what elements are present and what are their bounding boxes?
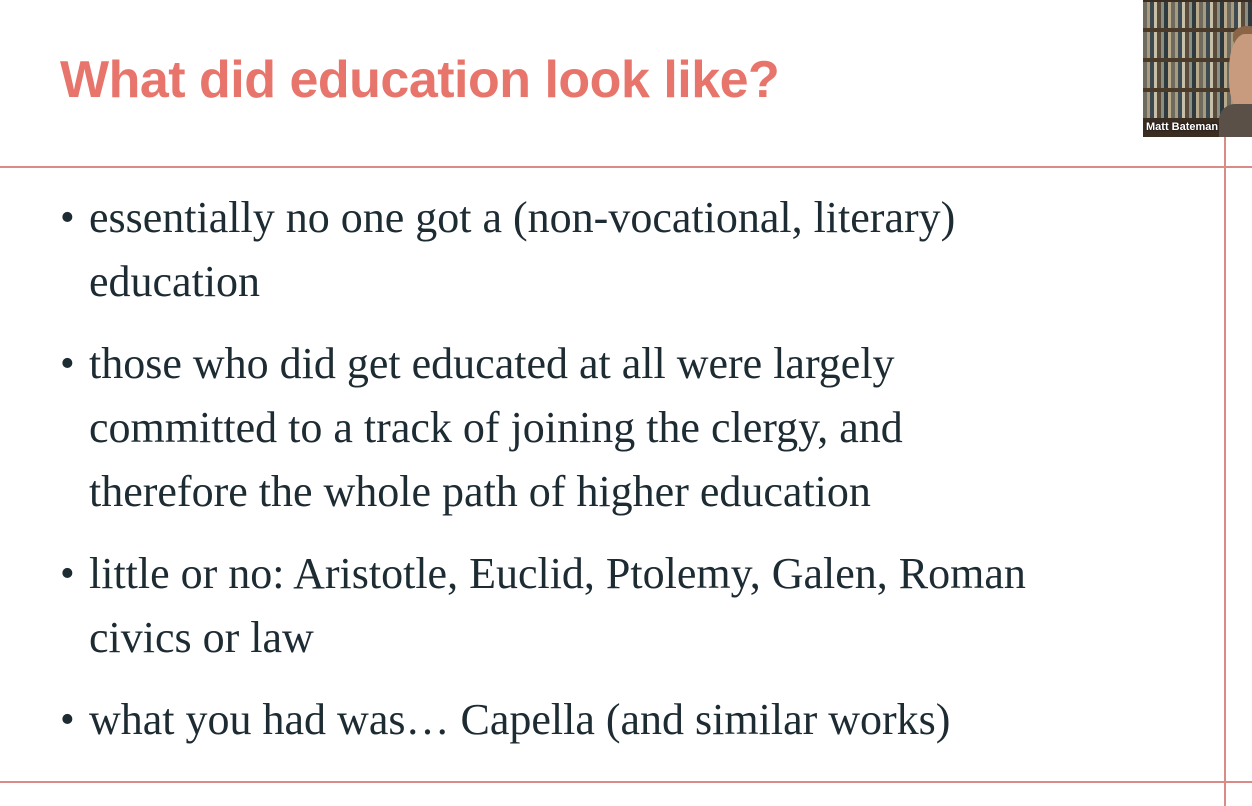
bullet-text-line: what you had was… Capella (and similar w… — [89, 695, 951, 744]
slide-title: What did education look like? — [60, 51, 780, 109]
bullet-text-line: essentially no one got a (non-vocational… — [89, 193, 956, 242]
participant-body — [1219, 104, 1252, 137]
bottom-divider — [0, 781, 1252, 783]
bookshelf-background — [1143, 2, 1252, 28]
top-divider — [0, 166, 1252, 168]
bullet-item: • those who did get educated at all were… — [60, 332, 1210, 524]
bullet-text-line: civics or law — [89, 613, 314, 662]
bullet-text-line: those who did get educated at all were l… — [89, 339, 895, 388]
participant-face — [1229, 34, 1252, 112]
bullet-item: • essentially no one got a (non-vocation… — [60, 186, 1210, 314]
bullet-text-line: little or no: Aristotle, Euclid, Ptolemy… — [89, 549, 1026, 598]
right-divider — [1224, 0, 1226, 806]
bullet-marker: • — [60, 697, 75, 743]
participant-video-tile[interactable]: Matt Bateman — [1143, 0, 1252, 137]
bookshelf-shelf — [1143, 58, 1252, 62]
bullet-list: • essentially no one got a (non-vocation… — [60, 186, 1210, 752]
bookshelf-shelf — [1143, 88, 1252, 92]
bullet-text-line: education — [89, 257, 261, 306]
bullet-marker: • — [60, 195, 75, 241]
participant-name-label: Matt Bateman — [1146, 121, 1219, 133]
bullet-marker: • — [60, 341, 75, 387]
bullet-marker: • — [60, 551, 75, 597]
bullet-item: • little or no: Aristotle, Euclid, Ptole… — [60, 542, 1210, 670]
bookshelf-shelf — [1143, 28, 1252, 32]
bullet-text-line: therefore the whole path of higher educa… — [89, 467, 871, 516]
bullet-text-line: committed to a track of joining the cler… — [89, 403, 903, 452]
bullet-item: • what you had was… Capella (and similar… — [60, 688, 1210, 752]
